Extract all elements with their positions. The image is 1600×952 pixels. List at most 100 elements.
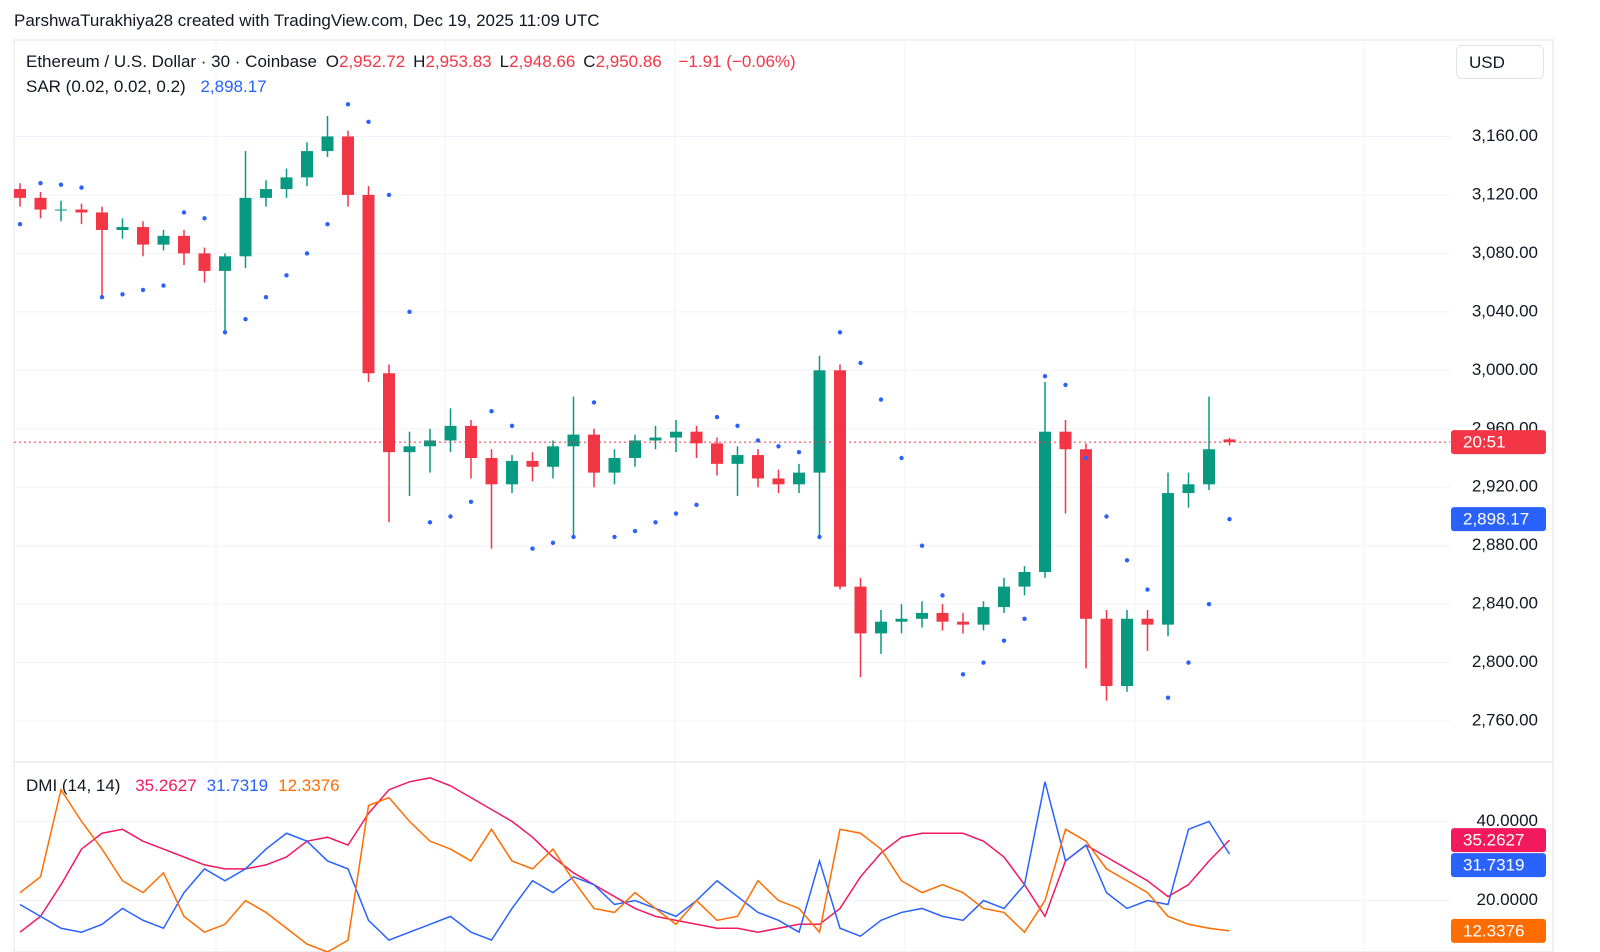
sar-dot <box>222 330 228 335</box>
y-tick-label: 20.0000 <box>1477 890 1538 909</box>
change: −1.91 (−0.06%) <box>678 52 796 71</box>
price-legend: Ethereum / U.S. Dollar · 30 · Coinbase O… <box>26 52 800 72</box>
candle-body <box>649 437 662 441</box>
dmi-legend: DMI (14, 14) 35.2627 31.7319 12.3376 <box>26 776 344 796</box>
candle-body <box>998 586 1010 608</box>
sar-dot <box>960 672 966 677</box>
sar-dot <box>58 182 64 187</box>
candle-body <box>1141 618 1154 625</box>
candle-body <box>403 446 416 453</box>
countdown-label: 20:51 <box>1463 433 1506 452</box>
ohlc-key: H <box>413 52 426 71</box>
sar-dot <box>1104 514 1109 519</box>
candle-body <box>977 607 990 625</box>
ohlc-value: 2,948.66 <box>509 52 576 71</box>
dmi-label: 31.7319 <box>1463 856 1524 875</box>
y-tick-label: 3,040.00 <box>1472 301 1538 320</box>
sar-dot <box>940 593 945 598</box>
candle-body <box>711 443 723 464</box>
candle-body <box>1080 449 1092 619</box>
candle-body <box>629 440 641 458</box>
candle-body <box>670 431 682 438</box>
sar-dot <box>1042 373 1048 379</box>
y-tick-label: 2,880.00 <box>1472 535 1538 554</box>
candle-body <box>1039 431 1051 572</box>
dmi-label: 12.3376 <box>1463 921 1524 940</box>
sar-dot <box>1186 660 1191 665</box>
dmi-label-box <box>1451 828 1546 853</box>
y-tick-label: 3,160.00 <box>1472 126 1538 145</box>
sar-dot <box>263 295 269 300</box>
candle-body <box>55 209 67 211</box>
y-tick-label: 3,120.00 <box>1472 184 1538 203</box>
sar-dot <box>632 528 638 534</box>
candle-body <box>936 612 949 622</box>
candle-body <box>1203 449 1215 485</box>
candle-body <box>239 197 252 257</box>
sar-label-box <box>1451 507 1546 532</box>
sar-dot <box>304 251 310 256</box>
candle-body <box>75 209 88 213</box>
candle-body <box>96 212 108 230</box>
candle-body <box>301 151 313 178</box>
y-tick-label: 2,840.00 <box>1472 594 1538 613</box>
ohlc-key: L <box>499 52 510 71</box>
candle-body <box>567 434 580 447</box>
currency-button[interactable]: USD <box>1456 45 1544 79</box>
candle-body <box>731 455 744 464</box>
candle-body <box>116 227 129 230</box>
y-tick-label: 40.0000 <box>1477 811 1538 830</box>
y-tick-label: 3,080.00 <box>1472 243 1538 262</box>
dmi-label-box <box>1451 918 1546 943</box>
sar-dot <box>468 499 474 505</box>
sar-dot <box>284 273 289 278</box>
sar-dot <box>981 660 986 665</box>
symbol-title: Ethereum / U.S. Dollar · 30 · Coinbase <box>26 52 318 71</box>
candle-body <box>1018 572 1031 587</box>
sar-label: 2,898.17 <box>1463 510 1529 529</box>
dmi-value: 12.3376 <box>278 776 340 795</box>
dmi-line <box>19 781 1231 942</box>
countdown-label-box <box>1451 430 1546 455</box>
dmi-line <box>19 787 1230 952</box>
sar-dot <box>899 455 904 461</box>
sar-dot <box>489 409 494 414</box>
ohlc-key: C <box>583 52 596 71</box>
sar-dot <box>325 221 330 227</box>
candle-body <box>690 431 703 444</box>
dmi-label-box <box>1451 853 1546 878</box>
ohlc-value: 2,950.86 <box>595 52 662 71</box>
candle-body <box>957 621 969 625</box>
candle-body <box>362 194 375 374</box>
y-tick-label: 3,000.00 <box>1472 360 1538 379</box>
sar-dot <box>919 543 925 548</box>
sar-dot <box>858 360 863 366</box>
sar-dot <box>755 438 761 443</box>
sar-dot <box>530 546 535 551</box>
sar-dot <box>1022 616 1027 621</box>
sar-legend: SAR (0.02, 0.02, 0.2) 2,898.17 <box>26 77 271 97</box>
dmi-label: 35.2627 <box>1463 831 1524 850</box>
sar-dot <box>1083 455 1089 461</box>
candle-body <box>813 370 826 473</box>
candle-body <box>1100 618 1113 686</box>
sar-dot <box>509 423 515 429</box>
sar-dot <box>612 534 617 540</box>
sar-dot <box>17 221 23 227</box>
candle-body <box>34 197 47 210</box>
sar-dot <box>243 316 248 322</box>
ohlc-value: 2,953.83 <box>425 52 492 71</box>
candle-body <box>280 177 293 190</box>
candle-body <box>588 434 600 473</box>
candle-body <box>916 612 928 619</box>
vertical-grid <box>215 40 1365 952</box>
sar-dot <box>345 102 351 107</box>
candle-body <box>752 455 764 479</box>
sar-dot <box>817 534 822 540</box>
sar-dot <box>878 397 884 402</box>
sar-dot <box>1165 695 1171 700</box>
sar-dot <box>1124 558 1130 563</box>
sar-dot <box>140 287 146 293</box>
candle-body <box>834 370 846 587</box>
